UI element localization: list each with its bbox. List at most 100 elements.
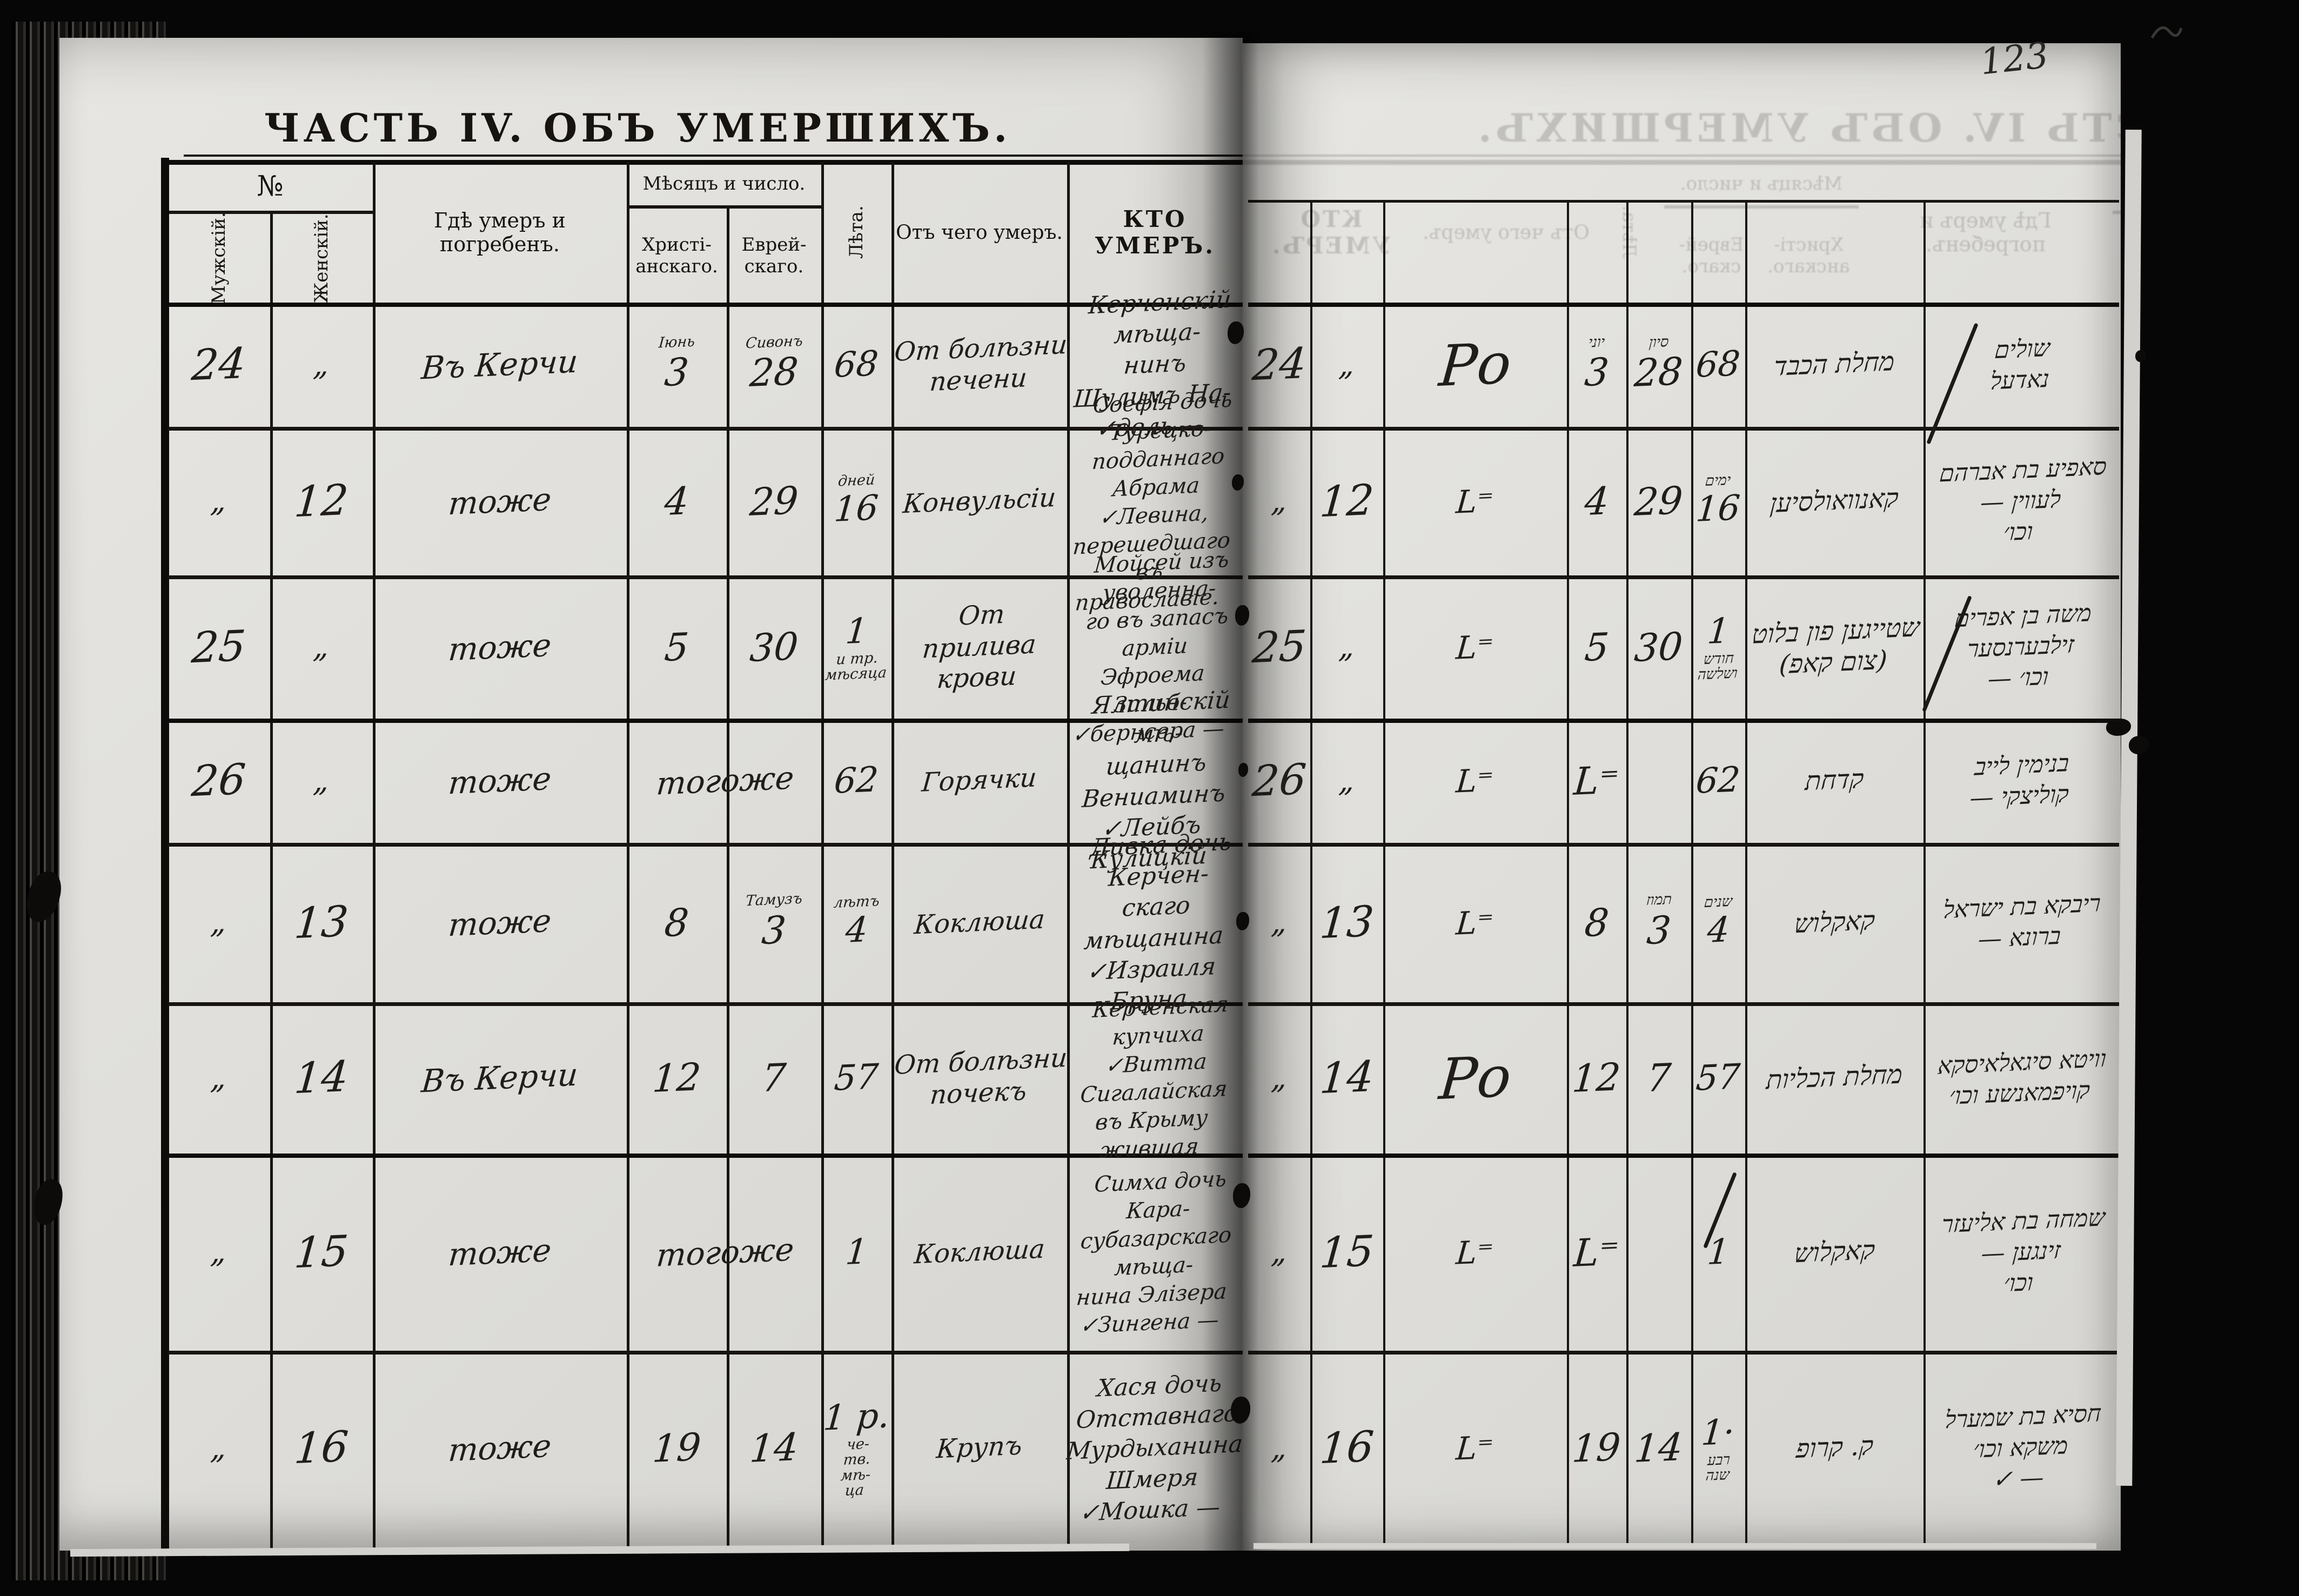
cause-of-death: От болѣзни почекъ — [892, 1002, 1068, 1154]
cause-of-death: От прилива крови — [892, 575, 1067, 719]
christian-date-right: 8 — [1567, 843, 1626, 1002]
christian-date: тогоже — [627, 719, 824, 843]
table-rule — [1310, 203, 1312, 1548]
female-no-text: „ — [312, 762, 331, 799]
cause-of-death: Коклюша — [892, 843, 1067, 1002]
age-text: 1 р. — [821, 1396, 892, 1439]
who-text: שולים נאדעל — [1989, 334, 2051, 395]
jewish-date-text: 7 — [760, 1055, 788, 1101]
age-text: 1 — [843, 611, 869, 653]
christian-date-text: 4 — [1583, 478, 1611, 524]
month-note: Іюнь — [658, 333, 696, 352]
place-text: Ро — [1436, 330, 1514, 400]
clamp-mark — [2106, 719, 2131, 736]
age-note: че- тв. мѣ- ца — [840, 1436, 872, 1500]
christian-date-text: 8 — [1583, 900, 1611, 945]
pen-mark-icon — [2150, 26, 2183, 39]
jewish-date: Тамузъ 3 — [727, 843, 821, 1002]
age-note: חודש ושלשה — [1697, 649, 1738, 684]
table-rule — [1567, 203, 1569, 1548]
who-text: חסיא בת שמערל משקא וכו׳ — ✓ — [1943, 1399, 2103, 1494]
jewish-date: 29 — [727, 427, 821, 575]
table-rule — [627, 162, 629, 1550]
place-text: тоже — [447, 902, 553, 943]
month-note: יוני — [1587, 333, 1606, 351]
table-rule — [627, 205, 821, 209]
female-no-text: „ — [1337, 629, 1356, 665]
jewish-date: 14 — [727, 1351, 821, 1545]
place-text: тоже — [447, 760, 553, 802]
col-month: Мѣсяцъ и число. — [642, 173, 806, 195]
place-text: L⁼ — [1455, 903, 1496, 942]
place-right: L⁼ — [1383, 427, 1567, 575]
table-rule — [167, 1154, 1243, 1158]
cause-text: От прилива крови — [921, 599, 1037, 695]
female-no-right: 14 — [1310, 1002, 1383, 1154]
christian-date-text: 3 — [662, 350, 691, 395]
male-no-text: 25 — [190, 621, 248, 673]
jewish-date-text: 29 — [1633, 478, 1685, 525]
christian-date-text: 12 — [651, 1054, 703, 1102]
col-where-mirrored: Гдѣ умеръ и погребенъ. — [1920, 209, 2052, 256]
age-right: 57 — [1691, 1002, 1745, 1154]
col-female: Женскій. — [311, 213, 332, 303]
male-no-text: 24 — [190, 339, 248, 391]
age-note: дней — [837, 471, 876, 490]
cause-text: ק. קרופ — [1794, 1430, 1874, 1465]
place-text: тоже — [447, 1231, 553, 1273]
table-rule — [1248, 303, 2119, 307]
christian-date-right: L⁼ — [1567, 1154, 1626, 1351]
male-no-text: „ — [209, 1430, 229, 1466]
place: Въ Керчи — [373, 303, 627, 427]
who-died-right: בנימין לייב קוליצקי — — [1923, 719, 2118, 843]
female-no-right: 15 — [1310, 1154, 1383, 1351]
christian-date-right: 19 — [1567, 1351, 1626, 1545]
who-died-right: חסיא בת שמערל משקא וכו׳ — ✓ — [1923, 1351, 2118, 1545]
place: тоже — [373, 843, 627, 1002]
christian-date-text: 12 — [1571, 1054, 1623, 1102]
female-no-text: 16 — [1318, 1422, 1376, 1474]
age-right: 1 — [1691, 1154, 1745, 1351]
clamp-mark — [2135, 350, 2146, 362]
cause-text: קאנוואולסיען — [1769, 482, 1900, 519]
cause-text: Горячки — [921, 762, 1038, 798]
place: тоже — [373, 719, 627, 843]
place-right: L⁼ — [1383, 1154, 1567, 1351]
binding-fold — [1202, 32, 1283, 1551]
age-note: רבע שנה — [1705, 1451, 1731, 1485]
christian-date-text: L⁼ — [1572, 1229, 1621, 1276]
christian-date-right: 5 — [1567, 575, 1626, 719]
jewish-date-text: 14 — [1633, 1424, 1685, 1472]
who-text: משה בן אפרים זילבערנסער וכו׳ — — [1953, 599, 2093, 693]
cause-text: Коклюша — [913, 1233, 1046, 1270]
female-no: 12 — [270, 427, 373, 575]
jewish-date-text: 28 — [748, 349, 800, 396]
male-no: „ — [167, 843, 270, 1002]
male-no-text: „ — [209, 1234, 229, 1270]
table-rule — [1248, 1154, 2119, 1158]
jewish-date-text: 30 — [748, 623, 800, 670]
age-text: 62 — [1694, 760, 1742, 802]
col-month-mirrored: Мѣсяцъ и число. — [1680, 173, 1843, 195]
table-rule — [1248, 843, 2119, 847]
place-right: Ро — [1383, 303, 1567, 427]
age: 62 — [821, 719, 892, 843]
age: 1 — [821, 1154, 892, 1351]
place-right: Ро — [1383, 1002, 1567, 1154]
age-right: 62 — [1691, 719, 1745, 843]
ink-blot — [1228, 321, 1244, 344]
female-no-right: 12 — [1310, 427, 1383, 575]
left-page — [59, 38, 1243, 1551]
who-died-right: ריבקא בת ישראל ברונא — — [1923, 843, 2118, 1002]
christian-date: 5 — [627, 575, 727, 719]
male-no-text: „ — [209, 904, 229, 941]
jewish-date-text: 14 — [748, 1424, 800, 1472]
female-no-text: 12 — [1318, 475, 1376, 527]
age-note: лѣтъ — [833, 893, 880, 912]
who-text: שמחה בת אליעזר זינגען — וכו׳ — [1940, 1203, 2106, 1298]
age-text: 16 — [1694, 487, 1742, 530]
female-no: 13 — [270, 843, 373, 1002]
age-right: שנים 4 — [1691, 843, 1745, 1002]
table-rule — [167, 843, 1243, 847]
